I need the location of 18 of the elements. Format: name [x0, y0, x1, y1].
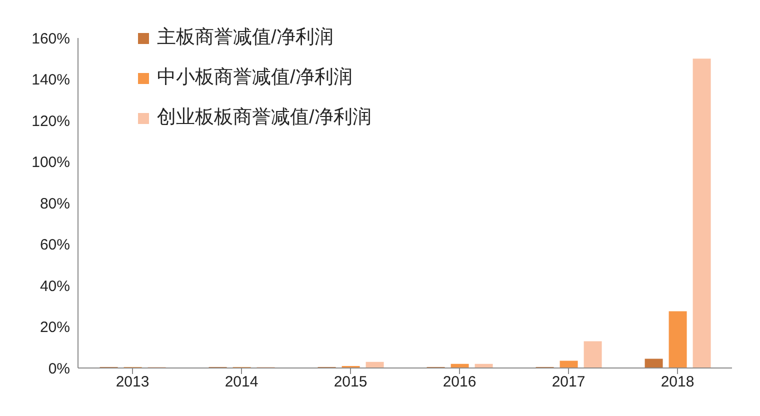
x-tick-label: 2018: [660, 374, 694, 391]
x-tick-label: 2013: [116, 374, 150, 391]
y-tick-label: 60%: [40, 236, 70, 254]
legend-label: 创业板板商誉减值/净利润: [157, 106, 372, 130]
y-tick-label: 160%: [32, 30, 70, 48]
y-tick-label: 0%: [48, 360, 70, 378]
x-tick-label: 2016: [442, 374, 476, 391]
y-tick-label: 140%: [32, 72, 70, 89]
y-tick-label: 120%: [32, 112, 70, 130]
y-tick-label: 20%: [40, 319, 70, 336]
legend-label: 中小板商誉减值/净利润: [157, 66, 352, 90]
y-tick-label: 40%: [40, 278, 70, 295]
x-tick-label: 2015: [334, 374, 368, 391]
x-tick-label: 2014: [224, 374, 258, 391]
y-tick-label: 100%: [32, 154, 70, 172]
x-tick-label: 2017: [552, 374, 586, 391]
y-tick-label: 80%: [40, 195, 70, 212]
legend-label: 主板商誉减值/净利润: [157, 26, 334, 50]
